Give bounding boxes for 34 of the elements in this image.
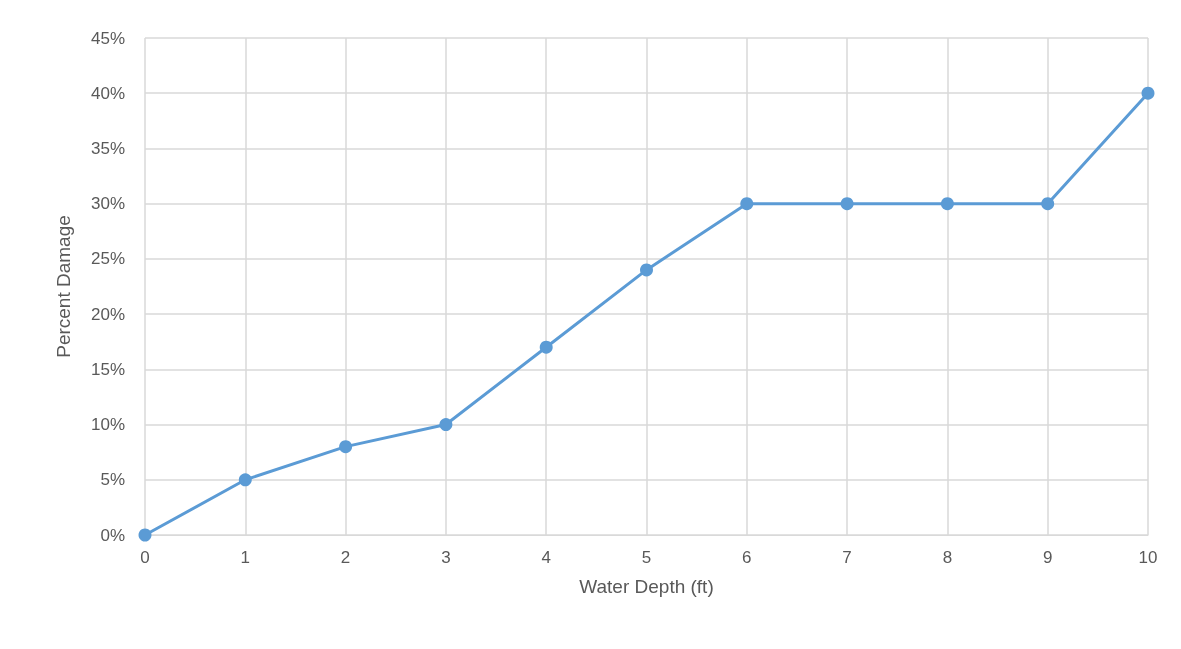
y-tick-label: 0%	[100, 525, 125, 545]
point	[339, 440, 353, 454]
x-axis-title: Water Depth (ft)	[579, 576, 714, 597]
x-tick-label: 1	[240, 548, 251, 567]
x-tick-label: 9	[1042, 548, 1053, 567]
x-tick-label: 4	[541, 548, 551, 567]
y-tick-label: 25%	[90, 249, 125, 269]
x-tick-label: 0	[140, 548, 150, 567]
y-tick-label: 5%	[100, 470, 125, 490]
point	[238, 473, 252, 487]
y-tick-label: 20%	[90, 304, 125, 324]
y-tick-label: 35%	[90, 138, 125, 158]
point	[539, 340, 553, 354]
x-tick-label: 7	[842, 548, 852, 567]
y-axis-title: Percent Damage	[53, 215, 74, 358]
point	[1141, 86, 1155, 100]
x-tick-label: 2	[340, 548, 351, 567]
point	[740, 197, 754, 211]
y-tick-label: 15%	[90, 359, 125, 379]
x-tick-label: 5	[641, 548, 652, 567]
point	[138, 528, 152, 542]
x-tick-label: 6	[742, 548, 752, 567]
point	[640, 263, 653, 277]
point	[1041, 197, 1055, 211]
y-tick-label: 40%	[90, 83, 125, 103]
point	[840, 197, 854, 211]
point	[439, 418, 453, 432]
x-tick-label: 10	[1138, 548, 1158, 567]
x-tick-label: 8	[942, 548, 953, 567]
y-tick-label: 10%	[90, 415, 125, 435]
y-tick-label: 30%	[90, 194, 125, 214]
y-tick-label: 45%	[90, 28, 125, 48]
x-tick-label: 3	[441, 548, 451, 567]
point	[940, 197, 954, 211]
